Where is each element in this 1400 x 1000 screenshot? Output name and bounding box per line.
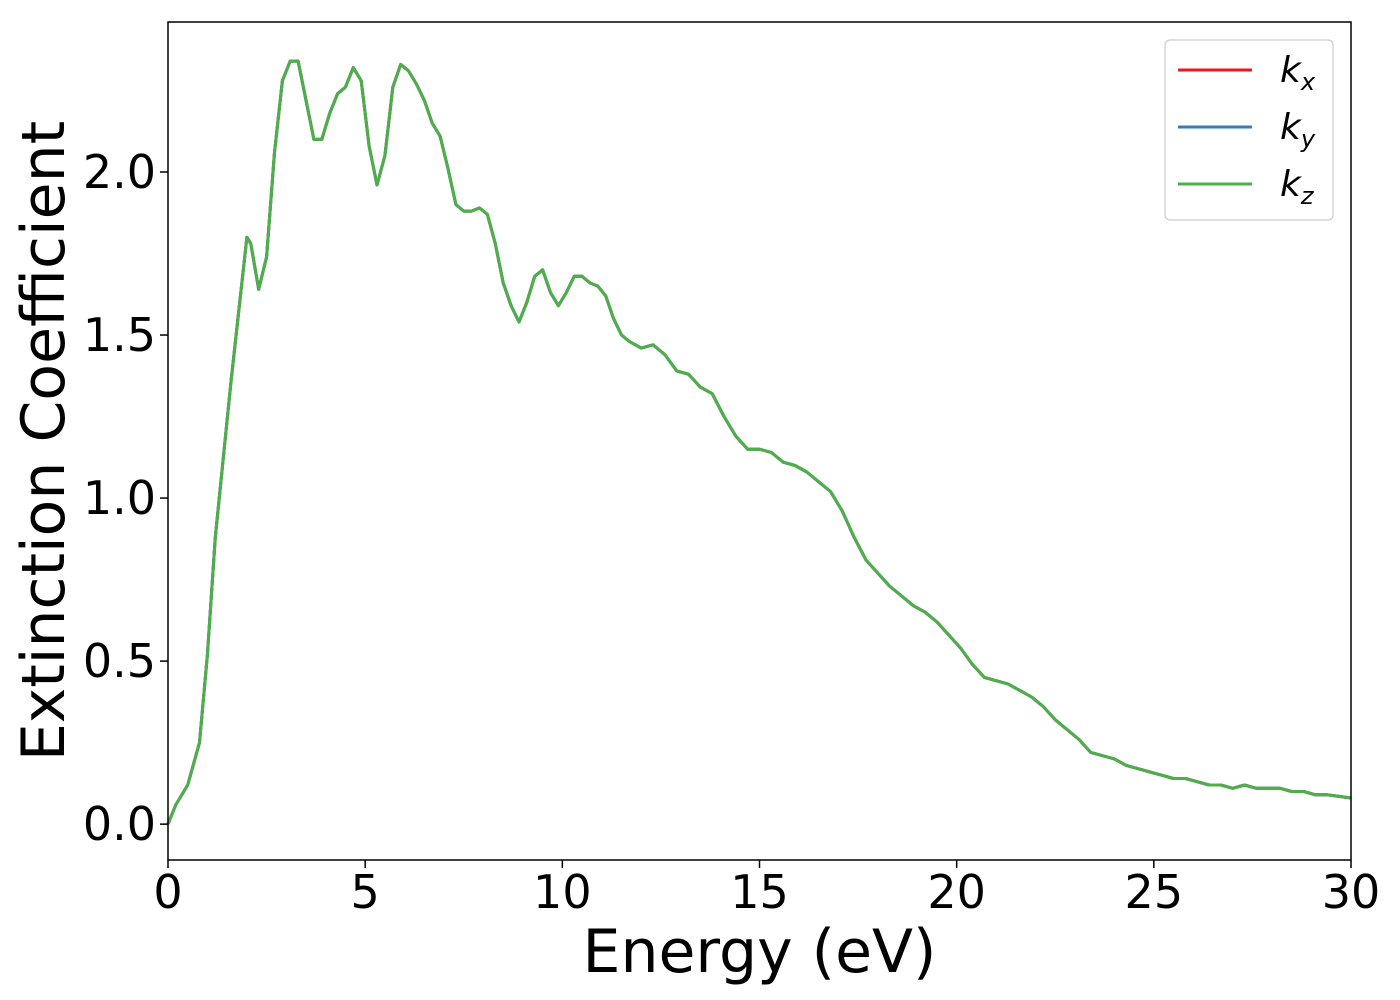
x-tick-label: 25 [1125,865,1184,919]
y-axis: 0.0 0.5 1.0 1.5 2.0 [83,145,168,851]
legend-label-ky: ky [1280,107,1316,153]
y-tick-label: 0.5 [83,634,156,688]
legend-box [1164,39,1334,221]
legend-label-kx: kx [1280,50,1316,96]
x-tick-label: 20 [927,865,986,919]
y-axis-title: Extinction Coefficient [9,121,79,761]
series-line-kz [166,59,1352,825]
x-tick-label: 30 [1322,865,1381,919]
x-axis: 0 5 10 15 20 25 30 [153,860,1380,919]
x-tick-label: 5 [351,865,380,919]
y-tick-label: 1.5 [83,308,156,362]
y-tick-label: 2.0 [83,145,156,199]
series-layer [166,59,1352,825]
legend-label-kz: kz [1280,164,1315,210]
legend: kx ky kz [1164,39,1334,221]
y-tick-label: 0.0 [83,797,156,851]
x-tick-label: 15 [730,865,789,919]
x-tick-label: 10 [533,865,592,919]
x-axis-title: Energy (eV) [583,917,937,987]
x-tick-label: 0 [153,865,182,919]
y-tick-label: 1.0 [83,471,156,525]
